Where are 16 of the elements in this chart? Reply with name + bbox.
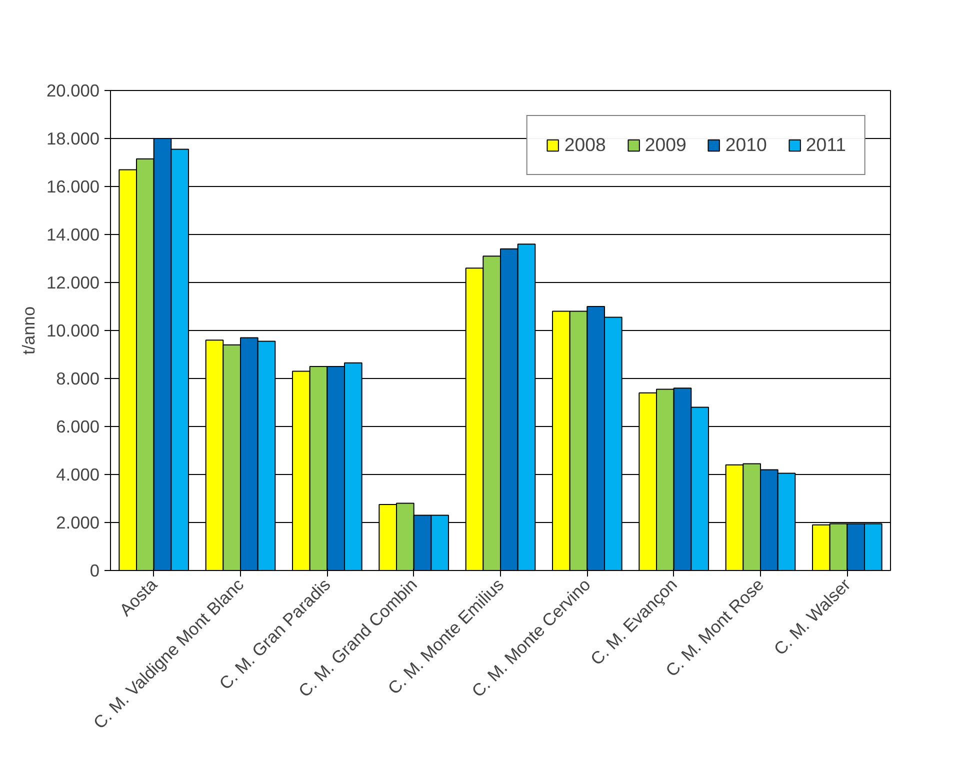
legend-label: 2010 [725,134,767,156]
y-tick-label: 8.000 [56,368,100,388]
y-tick-label: 14.000 [46,224,100,244]
legend-label: 2009 [644,134,686,156]
y-axis-title: t/anno [18,306,38,355]
y-tick-label: 6.000 [56,416,100,436]
y-tick-label: 2.000 [56,512,100,532]
y-tick-label: 12.000 [46,272,100,292]
legend-label: 2011 [806,134,846,156]
y-tick-label: 0 [90,560,100,580]
y-tick-label: 16.000 [46,176,100,196]
y-tick-label: 10.000 [46,320,100,340]
legend-label: 2008 [564,134,606,156]
y-tick-label: 4.000 [56,464,100,484]
y-tick-label: 18.000 [46,128,100,148]
y-tick-label: 20.000 [46,80,100,100]
